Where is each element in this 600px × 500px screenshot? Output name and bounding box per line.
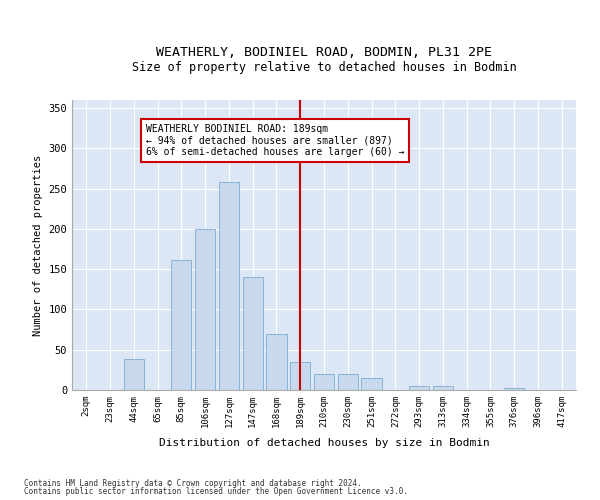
Y-axis label: Number of detached properties: Number of detached properties xyxy=(33,154,43,336)
Bar xyxy=(124,360,144,390)
Bar xyxy=(242,277,263,390)
Bar xyxy=(409,386,429,390)
Text: Size of property relative to detached houses in Bodmin: Size of property relative to detached ho… xyxy=(131,61,517,74)
Bar xyxy=(195,229,215,390)
Text: Distribution of detached houses by size in Bodmin: Distribution of detached houses by size … xyxy=(158,438,490,448)
Bar xyxy=(433,386,453,390)
Bar xyxy=(314,374,334,390)
Bar xyxy=(290,362,310,390)
Bar xyxy=(338,374,358,390)
Text: Contains public sector information licensed under the Open Government Licence v3: Contains public sector information licen… xyxy=(24,487,408,496)
Bar xyxy=(361,378,382,390)
Bar xyxy=(171,260,191,390)
Bar xyxy=(219,182,239,390)
Text: WEATHERLY, BODINIEL ROAD, BODMIN, PL31 2PE: WEATHERLY, BODINIEL ROAD, BODMIN, PL31 2… xyxy=(156,46,492,59)
Text: WEATHERLY BODINIEL ROAD: 189sqm
← 94% of detached houses are smaller (897)
6% of: WEATHERLY BODINIEL ROAD: 189sqm ← 94% of… xyxy=(146,124,404,158)
Text: Contains HM Land Registry data © Crown copyright and database right 2024.: Contains HM Land Registry data © Crown c… xyxy=(24,478,362,488)
Bar xyxy=(504,388,524,390)
Bar xyxy=(266,334,287,390)
